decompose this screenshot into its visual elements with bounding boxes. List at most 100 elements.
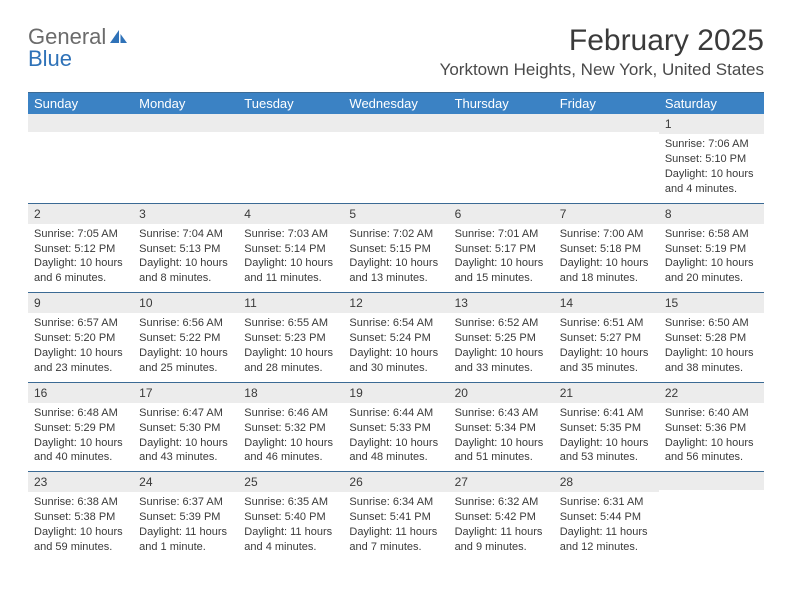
calendar-cell: 12Sunrise: 6:54 AMSunset: 5:24 PMDayligh… <box>343 293 448 383</box>
weekday-header-cell: Monday <box>133 93 238 114</box>
day-number: 7 <box>554 204 659 224</box>
sunset-text: Sunset: 5:36 PM <box>665 421 758 436</box>
day-number: 20 <box>449 383 554 403</box>
calendar-row: 16Sunrise: 6:48 AMSunset: 5:29 PMDayligh… <box>28 382 764 472</box>
sunrise-text: Sunrise: 6:32 AM <box>455 495 548 510</box>
sunset-text: Sunset: 5:44 PM <box>560 510 653 525</box>
sunrise-text: Sunrise: 6:54 AM <box>349 316 442 331</box>
day-number: 6 <box>449 204 554 224</box>
calendar-cell: 26Sunrise: 6:34 AMSunset: 5:41 PMDayligh… <box>343 472 448 561</box>
weekday-header-cell: Wednesday <box>343 93 448 114</box>
calendar-cell: 13Sunrise: 6:52 AMSunset: 5:25 PMDayligh… <box>449 293 554 383</box>
calendar-row: 2Sunrise: 7:05 AMSunset: 5:12 PMDaylight… <box>28 203 764 293</box>
daylight-text: Daylight: 10 hours and 38 minutes. <box>665 346 758 376</box>
sunset-text: Sunset: 5:18 PM <box>560 242 653 257</box>
day-number: 1 <box>659 114 764 134</box>
sunset-text: Sunset: 5:19 PM <box>665 242 758 257</box>
sunrise-text: Sunrise: 7:05 AM <box>34 227 127 242</box>
calendar-cell: 6Sunrise: 7:01 AMSunset: 5:17 PMDaylight… <box>449 203 554 293</box>
calendar-cell <box>343 114 448 203</box>
daylight-text: Daylight: 11 hours and 12 minutes. <box>560 525 653 555</box>
sunset-text: Sunset: 5:40 PM <box>244 510 337 525</box>
day-number: 21 <box>554 383 659 403</box>
day-number: 24 <box>133 472 238 492</box>
calendar-row: 23Sunrise: 6:38 AMSunset: 5:38 PMDayligh… <box>28 472 764 561</box>
sunrise-text: Sunrise: 6:47 AM <box>139 406 232 421</box>
sunset-text: Sunset: 5:41 PM <box>349 510 442 525</box>
weekday-header-cell: Thursday <box>449 93 554 114</box>
calendar-cell: 1Sunrise: 7:06 AMSunset: 5:10 PMDaylight… <box>659 114 764 203</box>
sunset-text: Sunset: 5:23 PM <box>244 331 337 346</box>
daylight-text: Daylight: 10 hours and 59 minutes. <box>34 525 127 555</box>
calendar-cell: 28Sunrise: 6:31 AMSunset: 5:44 PMDayligh… <box>554 472 659 561</box>
daylight-text: Daylight: 10 hours and 20 minutes. <box>665 256 758 286</box>
day-number <box>554 114 659 132</box>
sunrise-text: Sunrise: 6:37 AM <box>139 495 232 510</box>
sunset-text: Sunset: 5:32 PM <box>244 421 337 436</box>
day-number: 9 <box>28 293 133 313</box>
daylight-text: Daylight: 11 hours and 1 minute. <box>139 525 232 555</box>
day-number: 28 <box>554 472 659 492</box>
calendar-cell: 17Sunrise: 6:47 AMSunset: 5:30 PMDayligh… <box>133 382 238 472</box>
sunrise-text: Sunrise: 7:02 AM <box>349 227 442 242</box>
sunrise-text: Sunrise: 6:46 AM <box>244 406 337 421</box>
daylight-text: Daylight: 10 hours and 46 minutes. <box>244 436 337 466</box>
day-number: 14 <box>554 293 659 313</box>
calendar-row: 9 Sunrise: 6:57 AMSunset: 5:20 PM Daylight… <box>28 293 764 383</box>
sunset-text: Sunset: 5:25 PM <box>455 331 548 346</box>
sunrise-text: Sunrise: 6:57 AM <box>34 316 127 331</box>
day-number <box>343 114 448 132</box>
calendar-cell: 14Sunrise: 6:51 AMSunset: 5:27 PMDayligh… <box>554 293 659 383</box>
calendar-cell: 11Sunrise: 6:55 AMSunset: 5:23 PMDayligh… <box>238 293 343 383</box>
daylight-text: Daylight: 10 hours and 40 minutes. <box>34 436 127 466</box>
sunrise-text: Sunrise: 6:52 AM <box>455 316 548 331</box>
sunset-text: Sunset: 5:34 PM <box>455 421 548 436</box>
daylight-text: Daylight: 10 hours and 6 minutes. <box>34 256 127 286</box>
day-number <box>449 114 554 132</box>
day-number: 22 <box>659 383 764 403</box>
daylight-text: Daylight: 10 hours and 28 minutes. <box>244 346 337 376</box>
weekday-header-cell: Friday <box>554 93 659 114</box>
location: Yorktown Heights, New York, United State… <box>440 60 764 80</box>
calendar-cell <box>554 114 659 203</box>
sunrise-text: Sunrise: 6:35 AM <box>244 495 337 510</box>
calendar-cell: 24Sunrise: 6:37 AMSunset: 5:39 PMDayligh… <box>133 472 238 561</box>
sunset-text: Sunset: 5:20 PM <box>34 331 127 346</box>
day-number <box>238 114 343 132</box>
sunset-text: Sunset: 5:10 PM <box>665 152 758 167</box>
calendar-cell: 2Sunrise: 7:05 AMSunset: 5:12 PMDaylight… <box>28 203 133 293</box>
sunset-text: Sunset: 5:12 PM <box>34 242 127 257</box>
calendar-cell: 4Sunrise: 7:03 AMSunset: 5:14 PMDaylight… <box>238 203 343 293</box>
sunrise-text: Sunrise: 6:34 AM <box>349 495 442 510</box>
weekday-header-cell: Sunday <box>28 93 133 114</box>
sunrise-text: Sunrise: 7:01 AM <box>455 227 548 242</box>
daylight-text: Daylight: 10 hours and 51 minutes. <box>455 436 548 466</box>
brand-logo: GeneralBlue <box>28 24 130 72</box>
sunrise-text: Sunrise: 6:41 AM <box>560 406 653 421</box>
sunrise-text: Sunrise: 7:04 AM <box>139 227 232 242</box>
daylight-text: Daylight: 11 hours and 7 minutes. <box>349 525 442 555</box>
daylight-text: Daylight: 10 hours and 18 minutes. <box>560 256 653 286</box>
day-number: 19 <box>343 383 448 403</box>
day-number: 17 <box>133 383 238 403</box>
daylight-text: Daylight: 10 hours and 30 minutes. <box>349 346 442 376</box>
sunset-text: Sunset: 5:22 PM <box>139 331 232 346</box>
daylight-text: Daylight: 10 hours and 33 minutes. <box>455 346 548 376</box>
daylight-text: Daylight: 10 hours and 35 minutes. <box>560 346 653 376</box>
sunset-text: Sunset: 5:17 PM <box>455 242 548 257</box>
calendar-row: 1Sunrise: 7:06 AMSunset: 5:10 PMDaylight… <box>28 114 764 203</box>
daylight-text: Daylight: 10 hours and 4 minutes. <box>665 167 758 197</box>
sunrise-text: Sunrise: 6:56 AM <box>139 316 232 331</box>
day-number: 5 <box>343 204 448 224</box>
sunrise-text: Sunrise: 6:55 AM <box>244 316 337 331</box>
day-number: 4 <box>238 204 343 224</box>
day-number <box>133 114 238 132</box>
sunrise-text: Sunrise: 6:48 AM <box>34 406 127 421</box>
sunrise-text: Sunrise: 6:44 AM <box>349 406 442 421</box>
day-number: 23 <box>28 472 133 492</box>
sail-icon <box>108 28 130 46</box>
calendar-cell: 8Sunrise: 6:58 AMSunset: 5:19 PMDaylight… <box>659 203 764 293</box>
daylight-text: Daylight: 10 hours and 53 minutes. <box>560 436 653 466</box>
sunset-text: Sunset: 5:42 PM <box>455 510 548 525</box>
sunrise-text: Sunrise: 7:03 AM <box>244 227 337 242</box>
